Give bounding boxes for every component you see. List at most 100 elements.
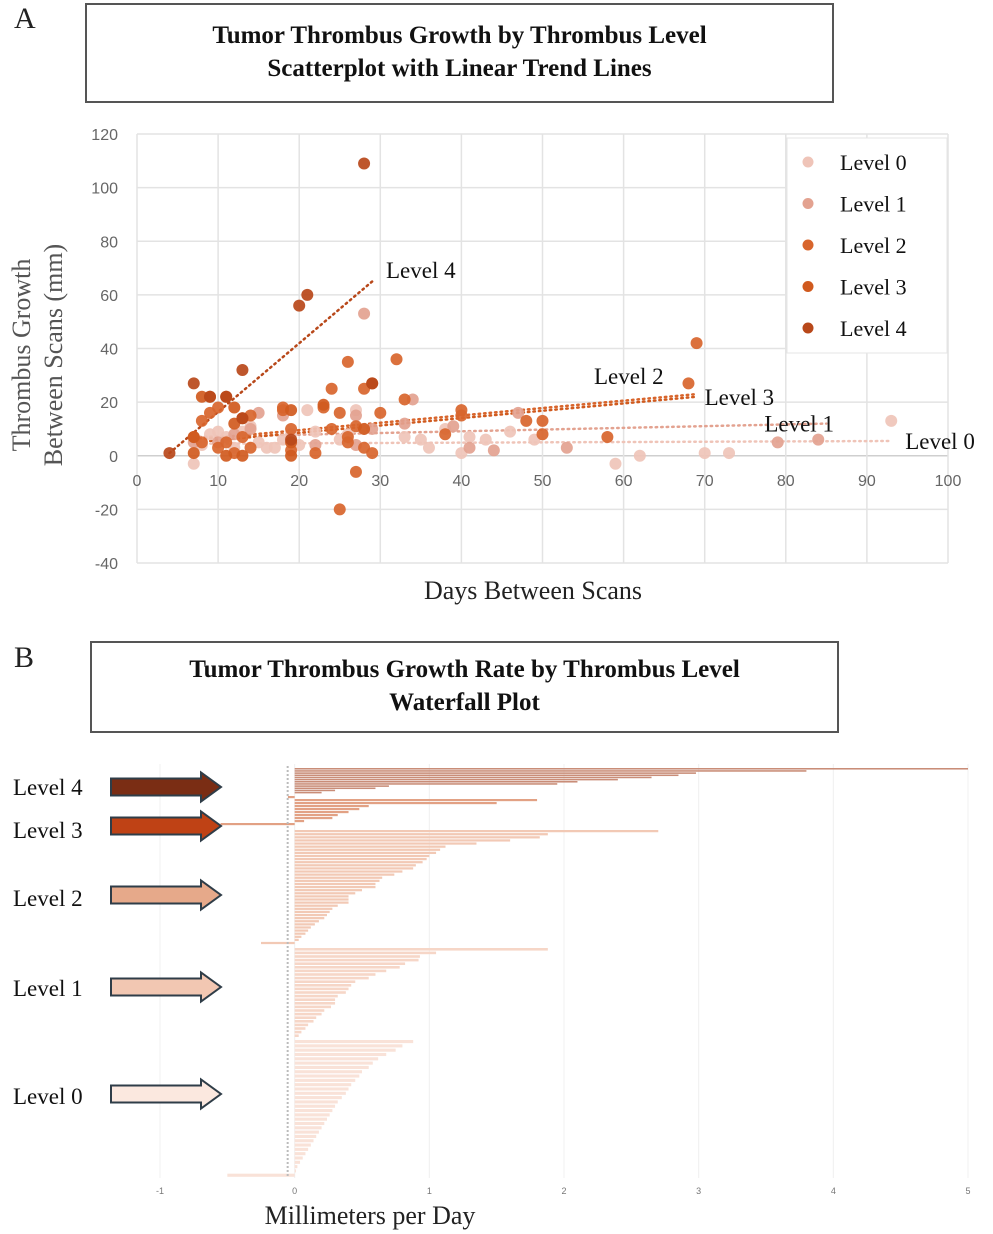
panel-a-letter: A (14, 2, 36, 35)
scatter-point-level-2 (236, 430, 249, 443)
waterfall-bar-level-1 (294, 948, 548, 951)
waterfall-bar-level-0 (294, 1070, 362, 1074)
scatter-point-level-4 (366, 377, 379, 390)
scatter-point-level-0 (309, 425, 322, 438)
scatter-point-level-2 (536, 414, 549, 427)
waterfall-bar-level-0 (294, 1091, 346, 1095)
arrow-icon-level-4 (110, 770, 223, 804)
waterfall-bar-level-2 (261, 941, 295, 945)
waterfall-bar-level-2 (294, 861, 423, 864)
waterfall-bar-level-2 (294, 842, 477, 845)
waterfall-bar-level-0 (294, 1104, 336, 1108)
scatter-point-level-0 (414, 433, 427, 446)
arrow-label-level-1: Level 1 (13, 976, 83, 1001)
scatter-point-level-2 (244, 441, 257, 454)
scatter-point-level-0 (422, 441, 435, 454)
legend-label-level-0: Level 0 (840, 150, 907, 175)
trend-line-level-3 (192, 395, 698, 444)
scatter-point-level-2 (325, 382, 338, 395)
scatter-point-level-1 (512, 406, 525, 419)
waterfall-bar-level-1 (294, 980, 356, 983)
scatter-x-tick-labels: 0 10 20 30 40 50 60 70 80 90 100 (133, 473, 962, 490)
scatter-point-level-0 (301, 404, 314, 417)
arrow-label-level-2: Level 2 (13, 886, 83, 911)
scatter-x-tick: 10 (209, 473, 227, 490)
scatter-point-level-2 (439, 428, 452, 441)
waterfall-bar-level-3 (294, 814, 338, 817)
scatter-x-tick: 60 (615, 473, 633, 490)
legend-label-level-2: Level 2 (840, 233, 907, 258)
waterfall-bar-level-0 (294, 1152, 306, 1156)
waterfall-bar-level-1 (294, 1009, 325, 1012)
trend-line-level-2 (192, 392, 698, 441)
waterfall-bar-level-2 (294, 839, 511, 842)
scatter-x-tick: 0 (133, 473, 142, 490)
waterfall-bar-level-1 (294, 1016, 317, 1019)
scatter-point-level-2 (333, 406, 346, 419)
scatter-x-tick: 50 (534, 473, 552, 490)
waterfall-bar-level-1 (294, 955, 420, 958)
scatter-points (163, 157, 898, 516)
scatter-point-level-2 (325, 422, 338, 435)
waterfall-bar-level-0 (294, 1096, 342, 1100)
waterfall-bar-level-2 (294, 913, 327, 917)
waterfall-bar-level-4 (294, 785, 389, 787)
waterfall-bar-level-1 (294, 998, 336, 1001)
waterfall-x-tick: 5 (965, 1186, 970, 1196)
scatter-point-level-0 (268, 441, 281, 454)
waterfall-bar-level-2 (294, 882, 376, 886)
waterfall-bar-level-2 (294, 904, 338, 907)
scatter-point-level-2 (682, 377, 695, 390)
waterfall-bar-level-4 (294, 789, 336, 792)
waterfall-bar-level-1 (294, 1023, 309, 1027)
scatter-x-tick: 30 (371, 473, 389, 490)
waterfall-bar-level-4 (294, 783, 558, 785)
scatter-point-level-2 (212, 401, 225, 414)
scatter-point-level-3 (220, 449, 233, 462)
waterfall-bars (220, 768, 969, 1177)
waterfall-bar-level-3 (294, 811, 349, 814)
scatter-point-level-4 (358, 157, 371, 170)
scatter-y-tick: 120 (91, 127, 118, 144)
scatter-point-level-0 (398, 430, 411, 443)
y-axis-label-line2: Between Scans (mm) (39, 244, 68, 466)
scatter-x-tick: 70 (696, 473, 714, 490)
scatter-x-tick: 40 (453, 473, 471, 490)
scatter-point-level-0 (187, 457, 200, 470)
waterfall-bar-level-2 (294, 851, 437, 854)
waterfall-bar-level-3 (294, 820, 305, 823)
waterfall-bar-level-2 (294, 898, 349, 901)
scatter-point-level-3 (358, 422, 371, 435)
waterfall-x-tick: -1 (156, 1186, 164, 1196)
waterfall-bar-level-4 (294, 772, 696, 774)
panel-b-title-line1: Tumor Thrombus Growth Rate by Thrombus L… (189, 656, 740, 683)
waterfall-bar-level-2 (294, 935, 302, 938)
scatter-x-tick: 20 (290, 473, 308, 490)
level-arrows (110, 770, 223, 1111)
scatter-point-level-4 (236, 363, 249, 376)
waterfall-bar-level-0 (294, 1117, 327, 1121)
waterfall-bar-level-0 (294, 1121, 325, 1126)
waterfall-bar-level-0 (294, 1113, 330, 1117)
waterfall-bar-level-4 (294, 774, 679, 777)
trend-line-level-1 (192, 422, 828, 439)
scatter-point-level-4 (293, 299, 306, 312)
waterfall-bar-level-0 (294, 1147, 309, 1151)
scatter-point-level-1 (771, 436, 784, 449)
scatter-point-level-2 (333, 503, 346, 516)
trend-label-level-1: Level 1 (764, 412, 834, 437)
waterfall-bar-level-4 (294, 768, 969, 770)
waterfall-bar-level-1 (294, 958, 419, 962)
scatter-point-level-2 (285, 422, 298, 435)
waterfall-bar-level-1 (294, 1034, 299, 1037)
waterfall-bar-level-2 (294, 929, 309, 932)
scatter-point-level-2 (390, 353, 403, 366)
waterfall-bar-level-1 (294, 973, 376, 976)
panel-a-title-box: Tumor Thrombus Growth by Thrombus Level … (85, 3, 834, 103)
scatter-y-tick: 40 (100, 342, 118, 359)
waterfall-bar-level-0 (294, 1130, 319, 1134)
waterfall-bar-level-2 (294, 917, 325, 920)
scatter-point-level-1 (463, 441, 476, 454)
waterfall-bar-level-3 (287, 796, 295, 799)
waterfall-bar-level-0 (294, 1040, 414, 1044)
